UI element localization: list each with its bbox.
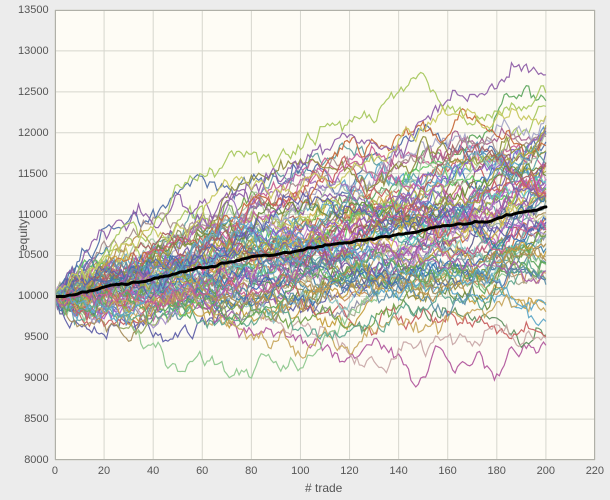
x-tick-label: 220 <box>586 466 604 477</box>
y-tick-label: 11000 <box>18 210 48 221</box>
x-tick-label: 40 <box>147 466 159 477</box>
x-tick-label: 20 <box>98 466 110 477</box>
x-tick-label: 60 <box>196 466 208 477</box>
x-axis-label: # trade <box>305 482 342 494</box>
y-tick-label: 12500 <box>18 87 49 98</box>
y-tick-label: 13000 <box>18 46 49 57</box>
x-tick-label: 80 <box>245 466 257 477</box>
chart-container: equity # trade 0 20 40 60 80 100 120 140 160 180 2… <box>0 0 610 500</box>
y-tick-label: 12000 <box>18 128 49 139</box>
y-tick-label: 8500 <box>24 414 48 425</box>
x-tick-label: 100 <box>291 466 309 477</box>
y-tick-label: 8000 <box>24 455 48 466</box>
x-tick-label: 160 <box>438 466 456 477</box>
x-tick-label: 0 <box>52 466 58 477</box>
y-tick-label: 13500 <box>18 5 49 16</box>
y-tick-label: 10000 <box>18 291 49 302</box>
x-tick-label: 180 <box>488 466 506 477</box>
x-tick-label: 120 <box>340 466 358 477</box>
y-axis-label: equity <box>17 219 29 251</box>
y-tick-label: 11500 <box>18 169 48 180</box>
y-tick-label: 9000 <box>24 373 48 384</box>
x-tick-label: 140 <box>389 466 407 477</box>
x-tick-label: 200 <box>537 466 555 477</box>
y-tick-label: 10500 <box>18 250 49 261</box>
y-tick-label: 9500 <box>24 332 48 343</box>
plot-svg <box>0 0 610 500</box>
